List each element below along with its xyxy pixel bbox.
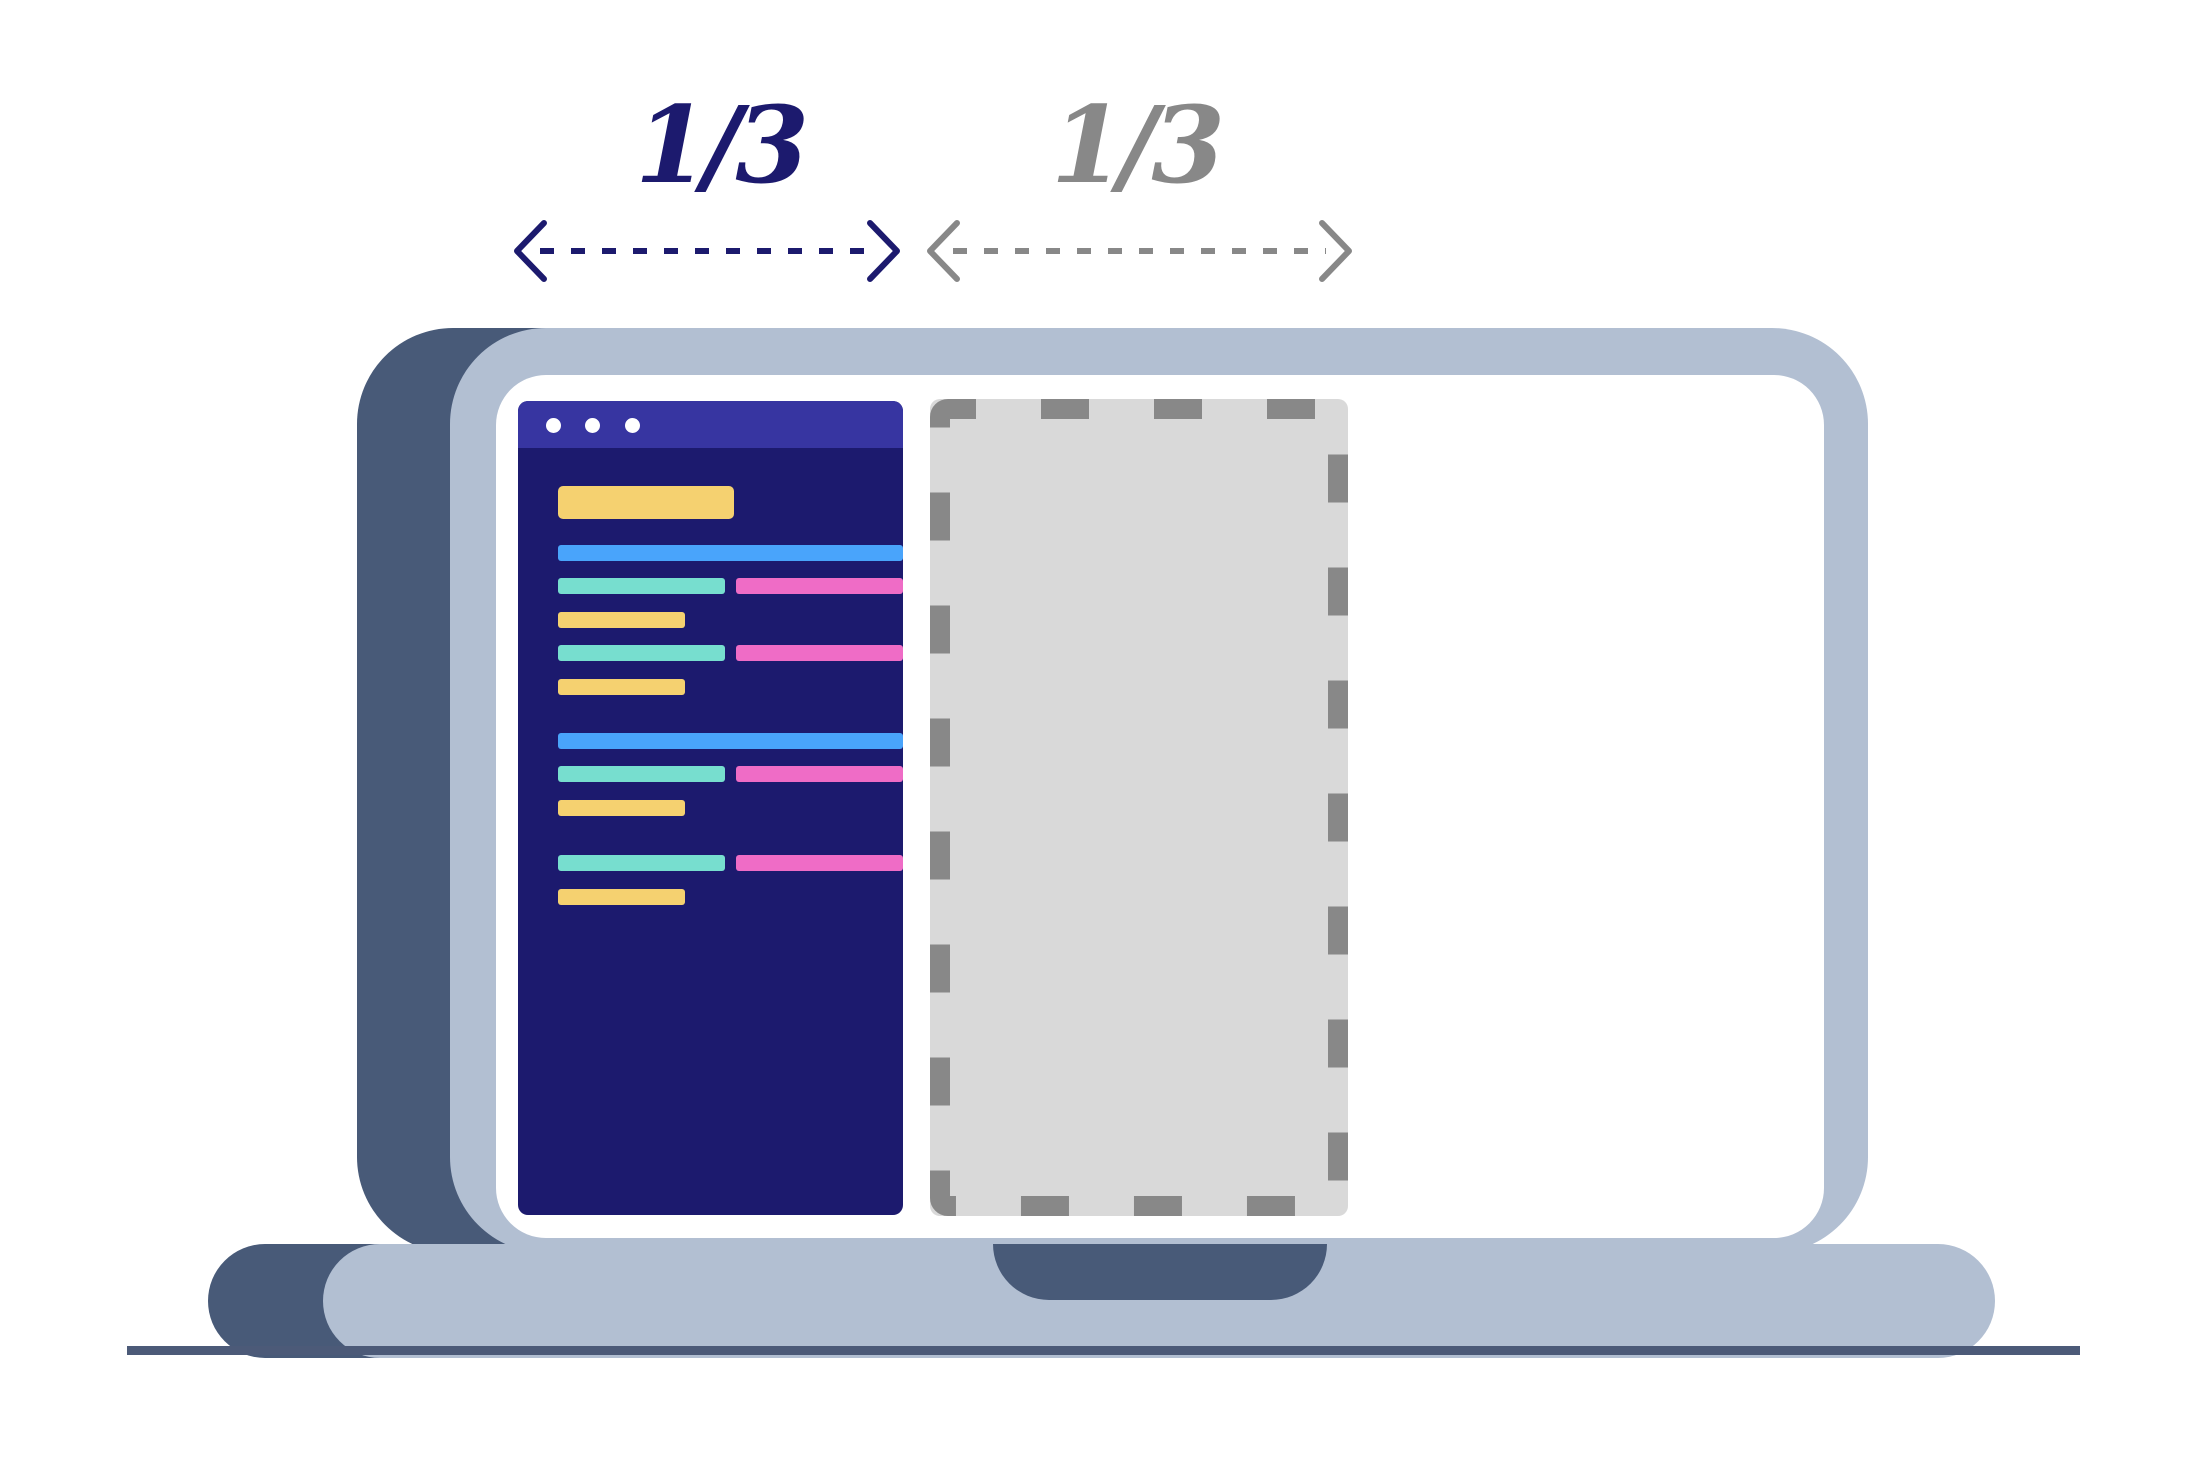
window-dot-icon[interactable] [625, 418, 640, 433]
code-line [558, 679, 685, 695]
right-fraction-label: 1/3 [1050, 82, 1225, 207]
code-line [736, 766, 903, 782]
code-line [736, 645, 903, 661]
code-line [558, 545, 903, 561]
code-line [558, 766, 725, 782]
snap-placeholder[interactable] [930, 399, 1348, 1216]
window-titlebar[interactable] [518, 401, 903, 448]
snapped-window[interactable] [518, 401, 903, 1215]
code-line [736, 578, 903, 594]
laptop-trackpad-notch [993, 1244, 1327, 1300]
code-line [558, 800, 685, 816]
code-line [736, 855, 903, 871]
window-dot-icon[interactable] [546, 418, 561, 433]
left-fraction-label: 1/3 [634, 82, 809, 207]
code-line [558, 733, 903, 749]
code-line [558, 612, 685, 628]
window-dot-icon[interactable] [585, 418, 600, 433]
code-line [558, 645, 725, 661]
code-line [558, 855, 725, 871]
left-double-arrow-icon [514, 220, 900, 282]
code-line [558, 889, 685, 905]
right-double-arrow-icon [927, 220, 1352, 282]
floor-line [127, 1346, 2080, 1355]
code-line [558, 578, 725, 594]
code-heading-block [558, 486, 734, 519]
placeholder-dashed-border [930, 399, 1348, 1216]
